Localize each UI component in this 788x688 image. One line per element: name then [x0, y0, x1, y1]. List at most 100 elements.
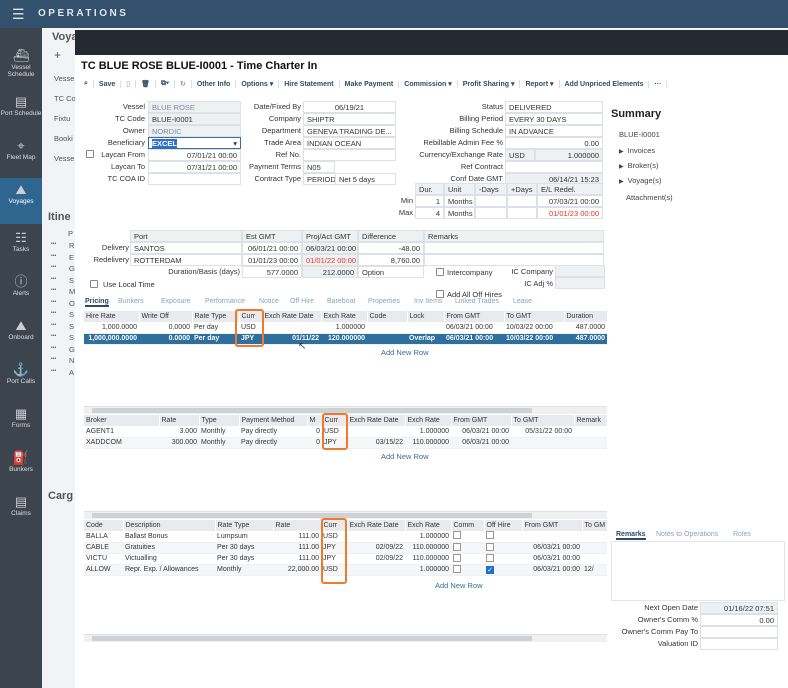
tab-performance[interactable]: Performance — [205, 298, 246, 305]
field-department[interactable]: GENEVA TRADING DE... — [303, 125, 396, 137]
expenses-row[interactable]: ALLOW Repr. Exp. / Allowances Monthly 22,00… — [84, 564, 607, 576]
hire-column-header[interactable]: From GMT — [444, 311, 505, 322]
row-menu-icon[interactable]: ••• — [51, 310, 57, 316]
broker-column-header[interactable]: Payment Method — [239, 415, 308, 426]
search-icon[interactable]: ⌕ — [79, 80, 94, 88]
field-rebillable-admin-fee-[interactable]: 0.00 — [505, 137, 603, 149]
sidebar-item-onboard[interactable]: ⛰ Onboard — [0, 314, 42, 360]
field-beneficiary[interactable]: EXCEL ▾ — [148, 137, 241, 149]
broker-row[interactable]: XADDCOM 300.000 Monthly Pay directly 0 JPY 03/… — [84, 437, 607, 449]
remarks-tab-notes-to-operations[interactable]: Notes to Operations — [656, 531, 719, 538]
row-menu-icon[interactable]: ••• — [51, 275, 57, 282]
add-expense-row-link[interactable]: Add New Row — [435, 581, 483, 590]
broker-column-header[interactable]: To GMT — [511, 415, 575, 426]
broker-column-header[interactable]: M — [307, 415, 323, 426]
port-cell[interactable]: SANTOS — [130, 242, 242, 254]
field-ref-contract[interactable] — [505, 161, 603, 173]
broker-column-header[interactable]: Exch Rate Date — [347, 415, 406, 426]
hire-column-header[interactable]: Code — [367, 311, 408, 322]
broker-column-header[interactable]: Broker — [84, 415, 160, 426]
toolbar-save-button[interactable]: Save — [94, 80, 122, 88]
expenses-checkbox-cell[interactable] — [451, 531, 484, 543]
duration-cell[interactable]: Months — [444, 207, 475, 219]
port-cell[interactable]: -48.00 — [358, 242, 424, 254]
expenses-checkbox-cell[interactable]: ✓ — [484, 564, 522, 576]
field-tc-code[interactable]: BLUE-I0001 — [148, 113, 241, 125]
expenses-column-header[interactable]: Exch Rate Date — [347, 520, 406, 531]
tab-exposure[interactable]: Exposure — [161, 298, 191, 305]
checkbox[interactable] — [486, 553, 494, 562]
row-menu-icon[interactable]: ••• — [51, 321, 57, 328]
duration-cell[interactable] — [475, 207, 507, 219]
sidebar-item-bunkers[interactable]: ⛽ Bunkers — [0, 446, 42, 492]
port-cell[interactable]: 01/01/22 00:00 — [302, 254, 358, 266]
toolbar-report-button[interactable]: Report ▾ — [520, 80, 560, 88]
field-billing-schedule[interactable]: IN ADVANCE — [505, 125, 603, 137]
expenses-horizontal-scrollbar[interactable] — [84, 634, 607, 642]
row-menu-icon[interactable]: ••• — [51, 344, 57, 351]
sidebar-item-port-schedule[interactable]: ▤ Port Schedule — [0, 90, 42, 136]
port-cell[interactable]: 06/01/21 00:00 — [242, 242, 302, 254]
field-laycan-to[interactable]: 07/31/21 00:00 — [148, 161, 241, 173]
attachments-link[interactable]: Attachment(s) — [626, 193, 673, 202]
expenses-column-header[interactable]: Description — [123, 520, 216, 531]
broker-column-header[interactable]: Rate — [159, 415, 200, 426]
field-billing-period[interactable]: EVERY 30 DAYS — [505, 113, 603, 125]
broker-column-header[interactable]: Exch Rate — [405, 415, 452, 426]
add-hire-row-link[interactable]: Add New Row — [381, 348, 429, 357]
field-currency-exchange-rate[interactable]: USD — [505, 149, 535, 161]
hire-horizontal-scrollbar[interactable] — [84, 406, 607, 414]
hire-column-header[interactable]: Rate Type — [192, 311, 240, 322]
field-status[interactable]: DELIVERED — [505, 101, 603, 113]
expenses-column-header[interactable]: To GM — [582, 520, 608, 531]
toolbar-addunpricedelements-button[interactable]: Add Unpriced Elements — [560, 80, 650, 88]
intercompany-checkbox[interactable] — [436, 268, 444, 276]
expenses-column-header[interactable]: Off Hire — [484, 520, 523, 531]
tab-inv-items[interactable]: Inv Items — [414, 298, 443, 305]
duration-cell[interactable] — [507, 195, 537, 207]
remarks-field[interactable]: 01/16/22 07:51 — [700, 602, 778, 614]
hire-row[interactable]: 1,000,000.0000 0.0000 Per day JPY 01/11/22 12… — [84, 333, 607, 345]
refresh-icon[interactable]: ↻ — [175, 80, 192, 88]
field-company[interactable]: SHIPTR — [303, 113, 396, 125]
laycan-checkbox[interactable] — [86, 150, 94, 158]
port-cell[interactable]: ROTTERDAM — [130, 254, 242, 266]
remarks-field[interactable]: 0.00 — [700, 614, 778, 626]
row-menu-icon[interactable]: ••• — [51, 241, 57, 247]
toolbar-profitsharing-button[interactable]: Profit Sharing ▾ — [458, 80, 521, 88]
duration-cell[interactable]: 01/01/23 00:00 — [537, 207, 603, 219]
checkbox-checked[interactable]: ✓ — [486, 565, 494, 574]
port-cell[interactable]: 06/03/21 00:00 — [302, 242, 358, 254]
sidebar-item-tasks[interactable]: ☷ Tasks — [0, 226, 42, 272]
port-cell[interactable]: 01/01/23 00:00 — [242, 254, 302, 266]
expenses-row[interactable]: CABLE Gratuities Per 30 days 111.00 JPY 02/09… — [84, 542, 607, 554]
ic-adj-field[interactable] — [555, 277, 605, 289]
hire-column-header[interactable]: Hire Rate — [84, 311, 140, 322]
row-menu-icon[interactable]: ••• — [51, 252, 57, 259]
remarks-textarea[interactable] — [611, 541, 785, 601]
tab-notice[interactable]: Notice — [259, 298, 279, 305]
sidebar-item-alerts[interactable]: ⓘ Alerts — [0, 270, 42, 316]
sidebar-item-fleet-map[interactable]: ⌖ Fleet Map — [0, 134, 42, 180]
hire-column-header[interactable]: Exch Rate Date — [262, 311, 322, 322]
hire-column-header[interactable]: Duration — [564, 311, 608, 322]
duration-cell[interactable]: 4 — [415, 207, 444, 219]
toolbar-makepayment-button[interactable]: Make Payment — [340, 80, 400, 88]
chevron-down-icon[interactable]: ▾ — [233, 139, 237, 148]
add-icon[interactable]: + — [54, 48, 62, 62]
expenses-checkbox-cell[interactable] — [484, 553, 522, 565]
tab-linked-trades[interactable]: Linked Trades — [455, 298, 499, 305]
broker-column-header[interactable]: Remark — [574, 415, 608, 426]
expenses-checkbox-cell[interactable] — [484, 531, 522, 543]
checkbox[interactable] — [453, 553, 461, 562]
toolbar-otherinfo-button[interactable]: Other Info — [192, 80, 237, 88]
expenses-column-header[interactable]: Code — [84, 520, 124, 531]
duration-cell[interactable]: Months — [444, 195, 475, 207]
summary-item-invoices[interactable]: ▶ Invoices — [619, 146, 655, 155]
exchange-rate-field[interactable]: 1.000000 — [535, 149, 603, 161]
toolbar-commission-button[interactable]: Commission ▾ — [399, 80, 458, 88]
broker-row[interactable]: AGENT1 3.000 Monthly Pay directly 0 USD 1.0000… — [84, 426, 607, 438]
checkbox[interactable] — [453, 564, 461, 573]
use-local-time-checkbox[interactable] — [90, 280, 98, 288]
remarks-field[interactable] — [700, 626, 778, 638]
